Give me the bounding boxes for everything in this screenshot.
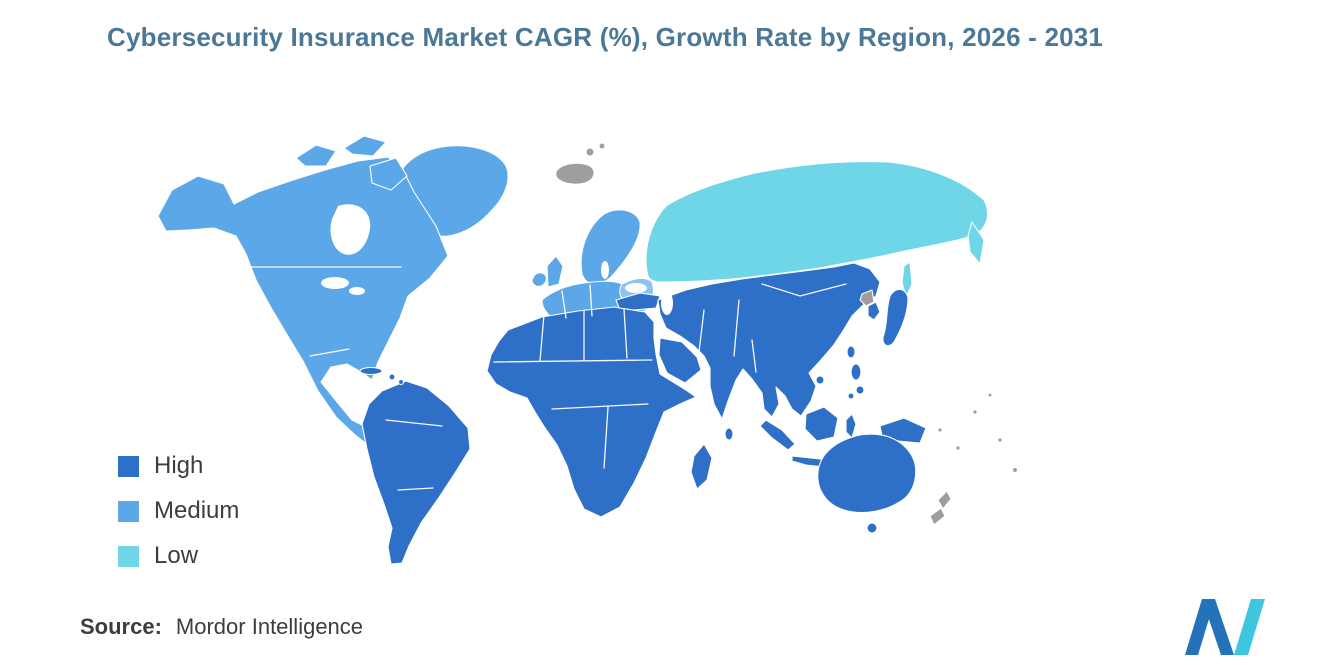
- region-cuba: [359, 366, 383, 376]
- logo-stroke-right: [1234, 599, 1265, 655]
- page-title: Cybersecurity Insurance Market CAGR (%),…: [107, 22, 1104, 52]
- region-scandinavia: [580, 209, 641, 285]
- region-pacific-island-3: [972, 409, 978, 415]
- great-lakes-2: [349, 287, 365, 295]
- region-new-zealand-south: [929, 507, 946, 526]
- region-pacific-island-4: [997, 437, 1003, 443]
- country-borders: [239, 266, 847, 491]
- legend-swatch-low: [118, 545, 139, 567]
- region-svalbard-2: [598, 142, 606, 150]
- region-north-america: [157, 156, 449, 450]
- region-pacific-island-1: [937, 427, 943, 433]
- baltic-sea: [601, 261, 609, 279]
- region-united-kingdom: [546, 255, 564, 288]
- region-tasmania: [866, 522, 878, 534]
- region-russia: [645, 161, 989, 283]
- region-caribbean-island: [397, 378, 405, 386]
- region-north-korea: [859, 289, 875, 307]
- source-value: Mordor Intelligence: [175, 614, 364, 639]
- region-ireland: [531, 272, 547, 287]
- region-svalbard-1: [585, 147, 595, 157]
- region-pacific-island-6: [987, 392, 993, 398]
- legend: High Medium Low: [118, 452, 239, 570]
- region-philippines-mindanao: [855, 385, 865, 395]
- region-new-zealand-north: [937, 490, 952, 510]
- legend-label-low: Low: [154, 542, 199, 569]
- caspian-sea: [661, 291, 673, 315]
- legend-swatch-high: [118, 455, 139, 477]
- legend-label-high: High: [154, 452, 204, 479]
- region-turkey: [615, 292, 661, 311]
- region-kamchatka: [967, 221, 985, 265]
- region-south-korea: [867, 301, 881, 321]
- region-philippines-luzon: [850, 363, 862, 381]
- mordor-intelligence-logo: [1185, 599, 1265, 655]
- region-asia-mainland: [657, 262, 881, 420]
- legend-item-high: High: [118, 452, 239, 480]
- source-label: Source:: [80, 614, 162, 639]
- region-south-america: [361, 380, 471, 565]
- region-sulawesi: [845, 413, 857, 439]
- region-baffin-island: [369, 157, 408, 191]
- region-arabia: [658, 337, 702, 384]
- legend-item-low: Low: [118, 542, 239, 570]
- black-sea: [625, 283, 647, 293]
- region-sumatra: [759, 419, 796, 451]
- region-hainan: [815, 375, 825, 385]
- region-iceland: [555, 162, 595, 185]
- source-line: Source: Mordor Intelligence: [80, 614, 363, 640]
- region-arctic-island-1: [295, 144, 337, 167]
- region-arctic-island-2: [343, 135, 387, 157]
- region-pacific-island-2: [955, 445, 961, 451]
- hudson-bay: [330, 204, 371, 255]
- region-madagascar: [690, 443, 713, 490]
- region-philippines-visayas: [847, 392, 855, 400]
- region-japan: [882, 288, 909, 347]
- logo-stroke-middle: [1202, 599, 1234, 655]
- legend-swatch-medium: [118, 500, 139, 522]
- region-australia: [817, 433, 917, 514]
- region-borneo: [804, 406, 839, 442]
- legend-label-medium: Medium: [154, 497, 240, 524]
- region-sakhalin: [901, 261, 913, 299]
- region-hispaniola: [388, 373, 396, 381]
- region-taiwan: [846, 345, 856, 359]
- great-lakes-1: [321, 277, 349, 289]
- region-sri-lanka: [724, 427, 734, 441]
- region-pacific-island-5: [1011, 466, 1019, 474]
- legend-item-medium: Medium: [118, 497, 239, 525]
